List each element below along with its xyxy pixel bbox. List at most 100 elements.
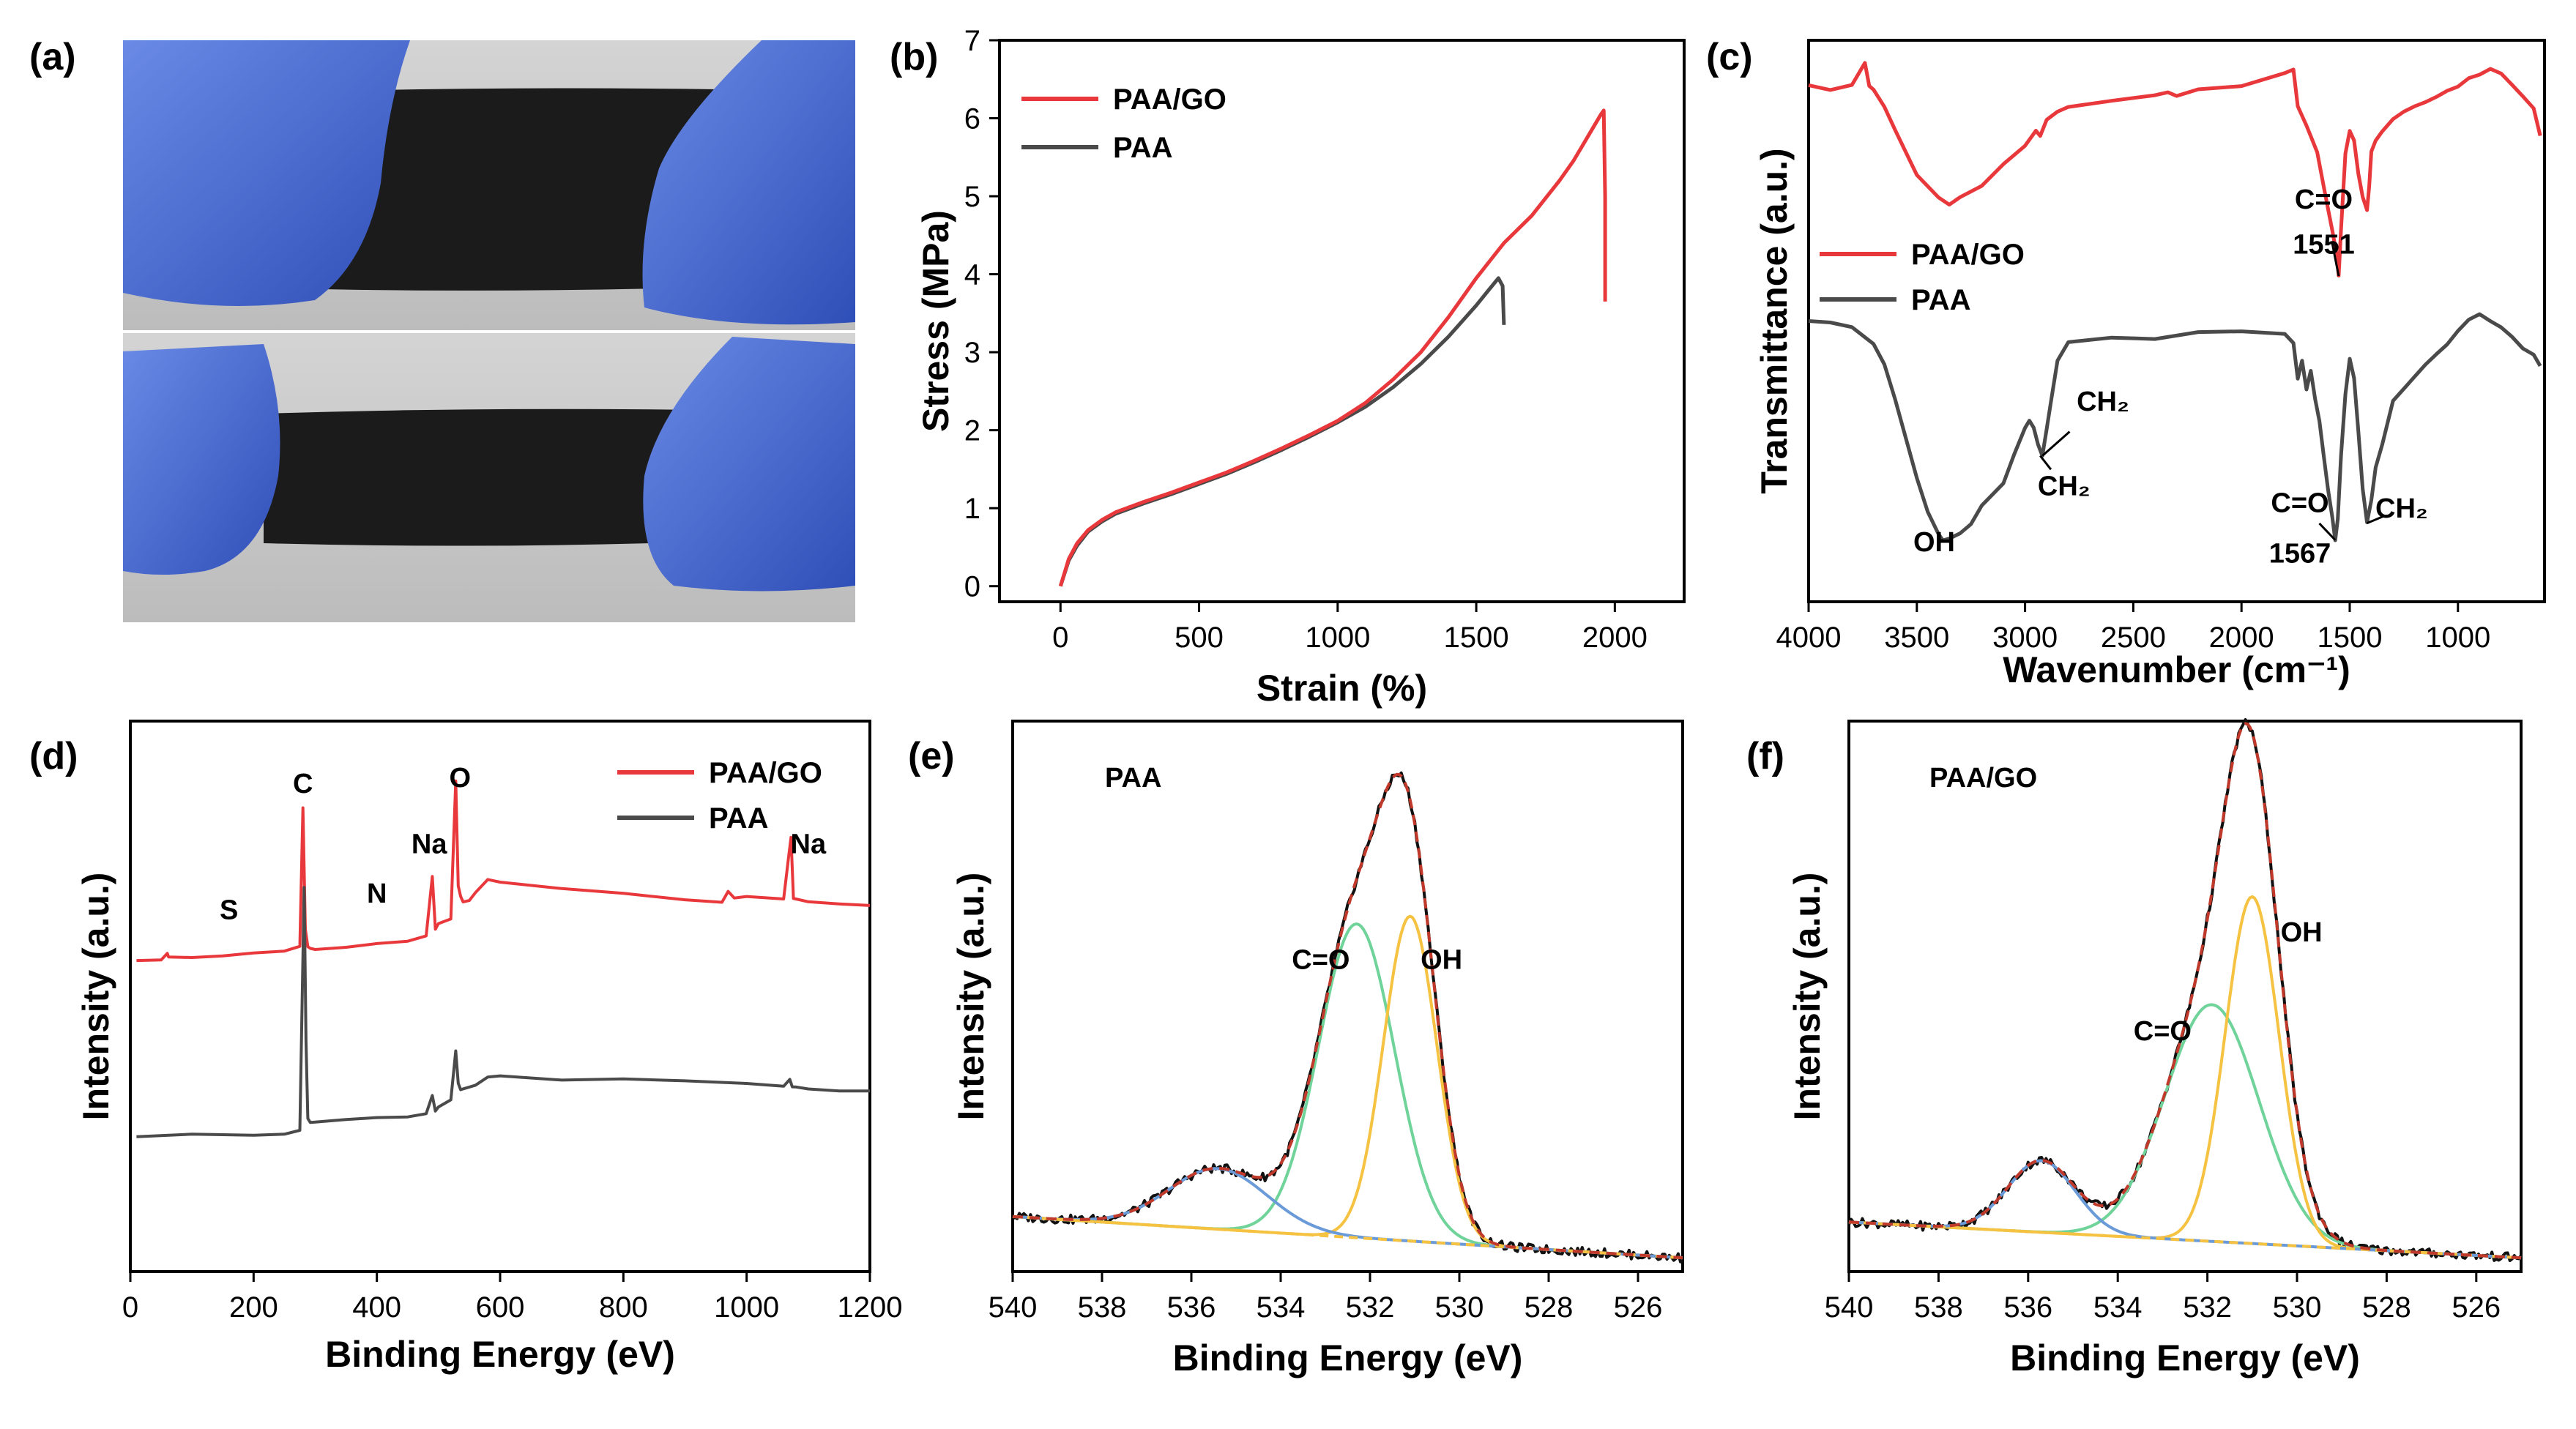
b-x-tick-label: 2000 [1582,622,1648,654]
f-raw-data-line [1847,718,2523,1262]
d-peak-label: Na [791,829,827,859]
glove-icon [642,40,855,325]
e-x-tick-label: 526 [1614,1291,1663,1324]
d-peak-label: Na [412,829,447,859]
c-x-tick-label: 3000 [1992,622,2058,654]
c-annotation-arrow [2367,515,2383,525]
f-x-axis-title: Binding Energy (eV) [2010,1337,2360,1378]
c-annotation: OH [1913,527,1955,558]
c-annotation-arrow [2331,242,2340,277]
c-annotation-arrow [2318,522,2337,541]
c-x-tick-label: 3500 [1884,622,1949,654]
c-annotation: 1567 [2269,538,2331,569]
chart-d: 0 200 400 600 800 1000 1200 Binding Energy (eV)… [75,720,902,1375]
panel-label-e: (e) [908,735,955,777]
e-x-tick-label: 538 [1078,1291,1127,1324]
b-y-tick-label: 6 [964,103,980,135]
f-annotation: C=O [2134,1016,2192,1047]
c-x-tick-label: 2000 [2209,622,2274,654]
d-peak-label: C [293,769,313,799]
photo-a [123,40,855,622]
c-annotation: CH₂ [2038,471,2091,501]
c-annotation-arrow [2041,430,2071,457]
d-peak-label: S [220,895,238,926]
b-y-tick-label: 4 [964,259,980,291]
c-series-paa-line [1808,312,2542,542]
d-legend-label-paa: PAA [709,802,768,835]
f-annotation: PAA/GO [1929,763,2037,794]
b-y-tick-label: 1 [964,493,980,525]
d-x-tick-label: 0 [122,1291,138,1324]
d-y-axis-title: Intensity (a.u.) [75,873,116,1121]
f-x-tick-label: 532 [2183,1291,2232,1324]
f-y-axis-title: Intensity (a.u.) [1787,873,1828,1121]
f-x-tick-label: 540 [1825,1291,1874,1324]
c-series-paa-go-line [1808,61,2542,277]
b-plot-frame [998,39,1686,603]
c-annotation: 1551 [2293,229,2355,260]
b-y-axis-title: Stress (MPa) [915,210,956,432]
f-component-oh-line [1848,895,2522,1260]
e-annotation: C=O [1292,944,1350,975]
chart-c: 4000 3500 3000 2500 2000 1500 1000 Wavenumber (… [1754,39,2546,690]
panel-label-a: (a) [29,36,76,78]
b-y-tick-label: 5 [964,181,980,213]
d-x-tick-label: 200 [229,1291,278,1324]
c-legend-label-paa: PAA [1911,284,1970,316]
f-background-line [1848,1220,2522,1260]
d-series-paa-go-line [136,779,871,963]
f-x-tick-label: 530 [2273,1291,2322,1324]
d-series-paa-line [136,886,871,1138]
d-x-tick-label: 400 [352,1291,401,1324]
d-x-axis-title: Binding Energy (eV) [325,1334,675,1375]
e-annotation: PAA [1105,763,1161,794]
f-component-satellite-line [1848,1159,2522,1260]
e-x-tick-label: 532 [1346,1291,1395,1324]
b-x-axis-title: Strain (%) [1257,668,1427,709]
d-x-tick-label: 600 [476,1291,525,1324]
b-legend-label-paa-go: PAA/GO [1113,83,1226,116]
film-icon [264,408,703,546]
e-background-line [1012,1215,1683,1260]
panel-label-d: (d) [29,735,78,777]
b-x-tick-label: 1000 [1305,622,1370,654]
c-annotation-arrow [1938,539,1943,542]
c-legend-label-paa-go: PAA/GO [1911,239,2025,271]
e-raw-data-line [1012,771,1684,1264]
c-plot-frame [1807,39,2546,603]
c-x-tick-label: 1500 [2317,622,2382,654]
e-x-tick-label: 536 [1167,1291,1216,1324]
d-legend-label-paa-go: PAA/GO [709,757,822,789]
c-annotation: C=O [2271,488,2329,518]
f-x-tick-label: 536 [2003,1291,2052,1324]
glove-icon [123,344,280,575]
b-series-paa-line [1058,276,1506,587]
b-y-tick-label: 2 [964,415,980,447]
c-annotation: CH₂ [2077,387,2129,417]
b-y-tick-label: 0 [964,571,980,603]
e-x-axis-title: Binding Energy (eV) [1173,1337,1523,1378]
b-y-tick-label: 7 [964,25,980,57]
b-y-tick-label: 3 [964,337,980,369]
b-legend-label-paa: PAA [1113,132,1172,164]
c-y-axis-title: Transmittance (a.u.) [1754,148,1795,493]
e-y-axis-title: Intensity (a.u.) [950,873,991,1121]
d-x-tick-label: 1000 [714,1291,779,1324]
e-x-tick-label: 540 [989,1291,1038,1324]
f-x-tick-label: 538 [1914,1291,1963,1324]
b-x-tick-label: 500 [1175,622,1224,654]
c-x-axis-title: Wavenumber (cm⁻¹) [2003,649,2350,690]
f-x-tick-label: 528 [2362,1291,2411,1324]
f-plot-frame [1847,720,2523,1273]
e-plot-frame [1011,720,1684,1273]
c-x-tick-label: 1000 [2425,622,2490,654]
film-icon [308,88,718,291]
c-x-tick-label: 2500 [2101,622,2166,654]
glove-icon [643,337,855,592]
chart-e: 540 538 536 534 532 530 528 526 Binding Energy (… [950,720,1684,1378]
f-x-tick-label: 534 [2093,1291,2143,1324]
panel-label-b: (b) [890,36,938,78]
c-annotation: C=O [2295,184,2353,215]
chart-b: 0 500 1000 1500 2000 0 1 2 3 4 5 6 7 Strain (%) Stress… [915,25,1686,709]
